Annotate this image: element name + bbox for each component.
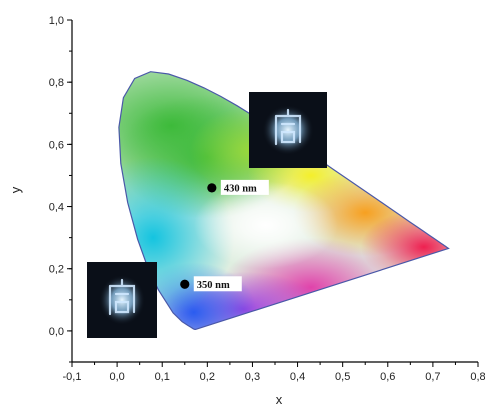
data-point: [207, 183, 216, 192]
x-tick-label: -0,1: [63, 371, 82, 383]
inset-image: [87, 262, 157, 338]
y-tick-label: 0,4: [49, 202, 64, 214]
y-axis-title: y: [8, 186, 23, 193]
x-axis-title: x: [276, 392, 283, 407]
x-tick-label: 0,3: [245, 371, 260, 383]
point-label: 350 nm: [197, 280, 230, 291]
y-tick-label: 0,0: [49, 326, 64, 338]
x-tick-label: 0,1: [155, 371, 170, 383]
point-label: 430 nm: [224, 183, 257, 194]
x-tick-label: 0,5: [335, 371, 350, 383]
y-tick-label: 0,2: [49, 264, 64, 276]
x-tick-label: 0,6: [380, 371, 395, 383]
y-tick-label: 0,6: [49, 139, 64, 151]
x-tick-label: 0,7: [425, 371, 440, 383]
x-tick-label: 0,4: [290, 371, 305, 383]
x-tick-label: 0,0: [109, 371, 124, 383]
data-point: [180, 280, 189, 289]
x-tick-label: 0,2: [200, 371, 215, 383]
inset-image: [249, 92, 327, 168]
y-tick-label: 1,0: [49, 15, 64, 27]
x-tick-label: 0,8: [470, 371, 485, 383]
y-tick-label: 0,8: [49, 77, 64, 89]
